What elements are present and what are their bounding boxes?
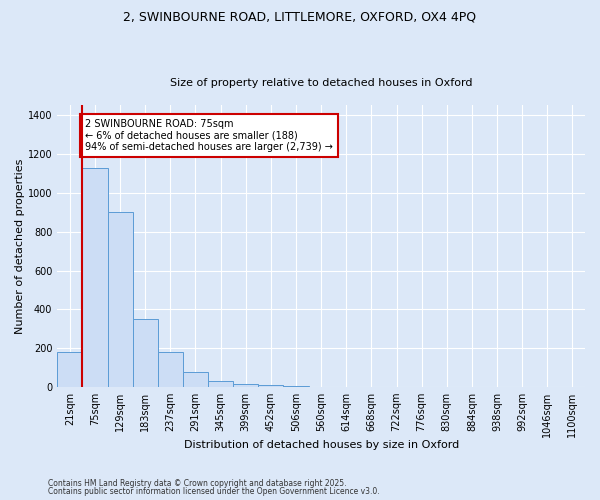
Bar (82, 168, 107, 387)
Y-axis label: Number of detached properties: Number of detached properties (15, 158, 25, 334)
Bar (283, 386, 308, 387)
Bar (107, 212, 133, 387)
Text: 2 SWINBOURNE ROAD: 75sqm
← 6% of detached houses are smaller (188)
94% of semi-d: 2 SWINBOURNE ROAD: 75sqm ← 6% of detache… (85, 119, 333, 152)
Title: Size of property relative to detached houses in Oxford: Size of property relative to detached ho… (170, 78, 472, 88)
X-axis label: Distribution of detached houses by size in Oxford: Distribution of detached houses by size … (184, 440, 459, 450)
Bar (259, 385, 283, 387)
Bar (158, 352, 183, 387)
Bar (183, 372, 208, 387)
Bar (208, 382, 233, 387)
Text: Contains HM Land Registry data © Crown copyright and database right 2025.: Contains HM Land Registry data © Crown c… (48, 478, 347, 488)
Text: Contains public sector information licensed under the Open Government Licence v3: Contains public sector information licen… (48, 487, 380, 496)
Bar (133, 319, 158, 387)
Text: 2, SWINBOURNE ROAD, LITTLEMORE, OXFORD, OX4 4PQ: 2, SWINBOURNE ROAD, LITTLEMORE, OXFORD, … (124, 10, 476, 23)
Bar (57, 352, 82, 387)
Bar (233, 384, 259, 387)
